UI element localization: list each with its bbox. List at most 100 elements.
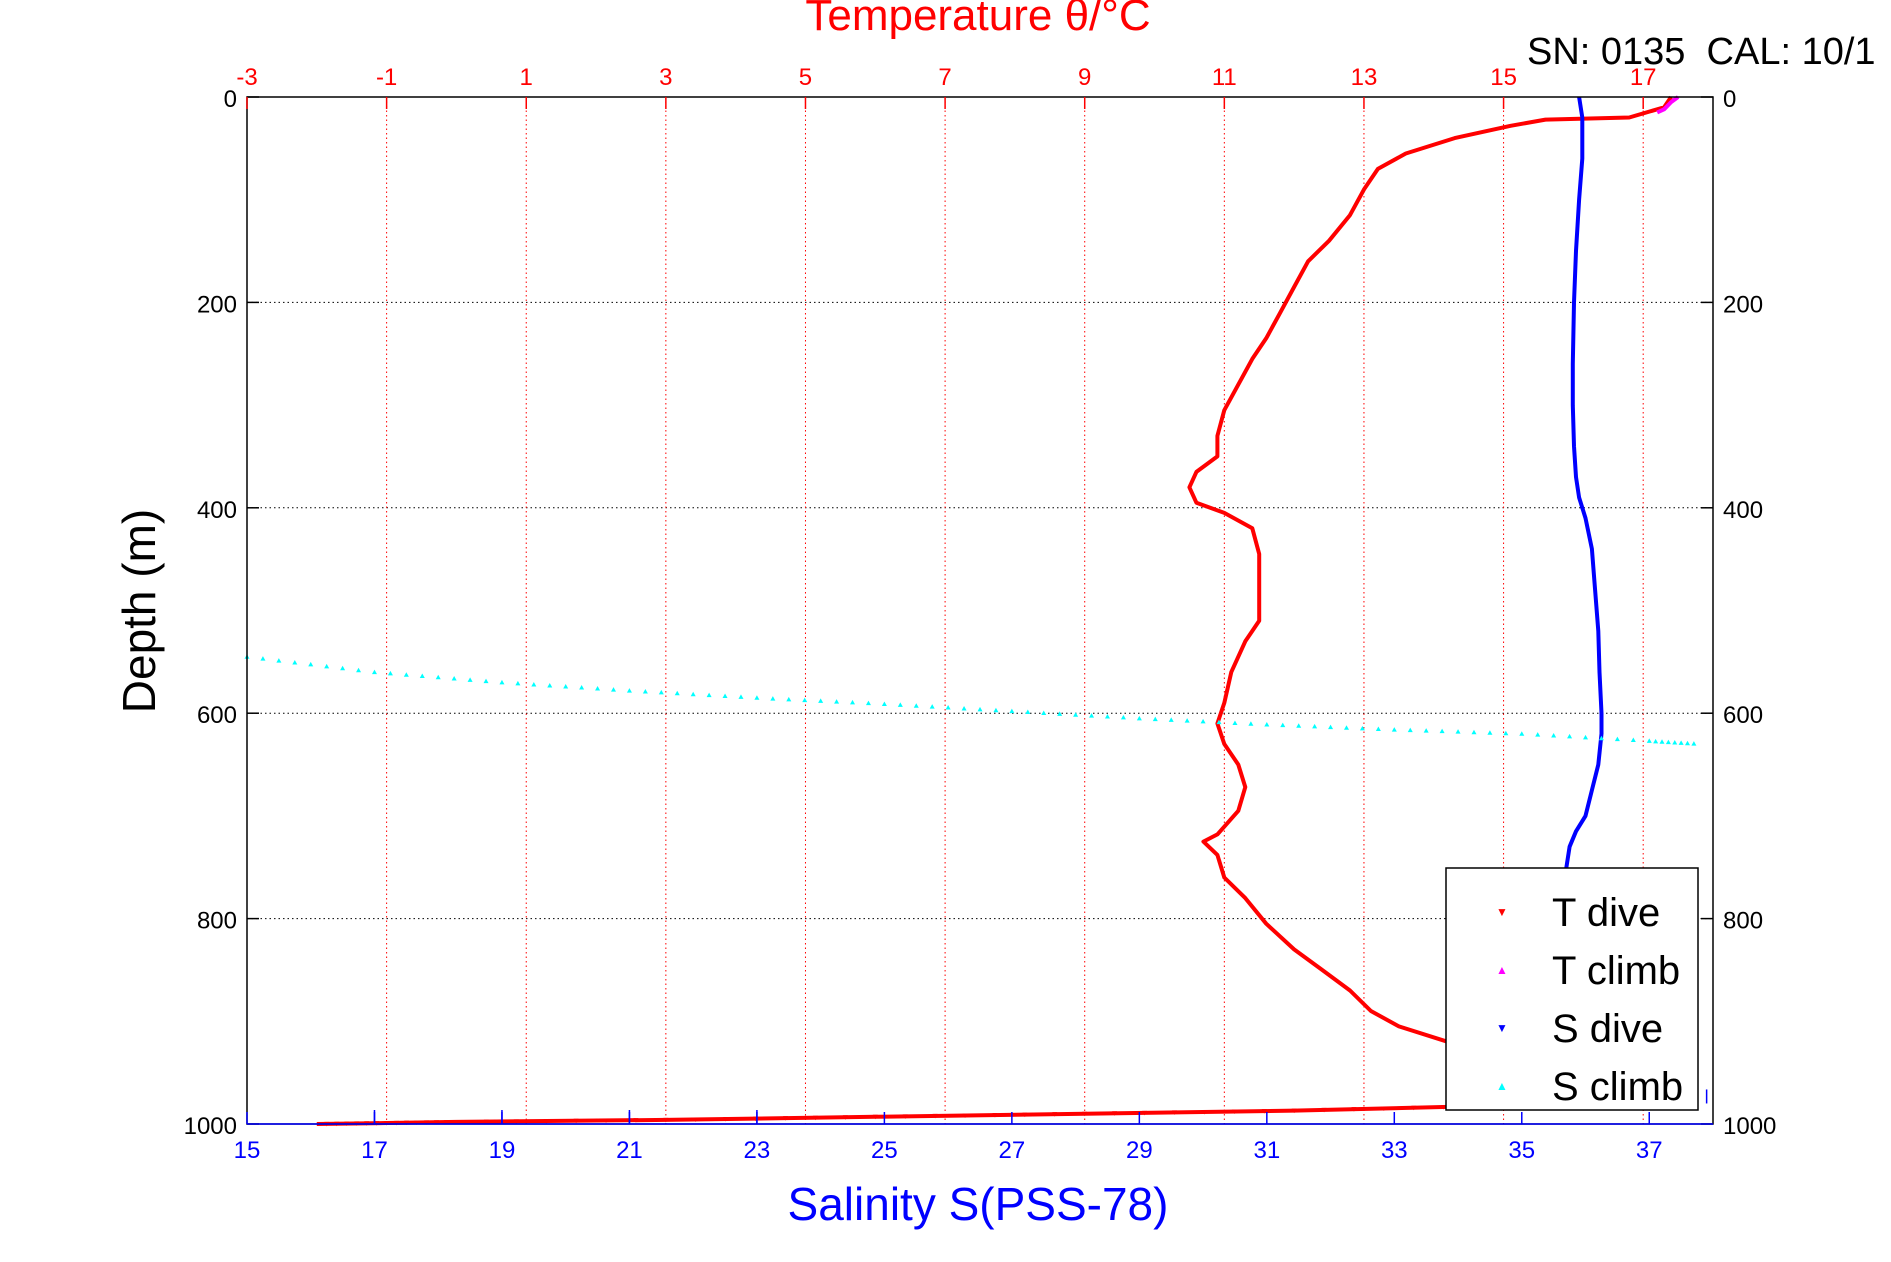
series-point: [872, 1114, 878, 1120]
top-tick-label: 11: [1212, 64, 1237, 91]
series-point: [611, 687, 616, 692]
series-point: [993, 707, 999, 713]
series-point: [1112, 1111, 1118, 1116]
series-point: [902, 1114, 908, 1119]
series-point: [723, 1117, 729, 1122]
series-point: [292, 659, 298, 665]
series-point: [961, 705, 967, 711]
legend-marker: ▼: [1496, 1021, 1508, 1035]
series-point: [783, 1116, 789, 1121]
series-point: [1136, 715, 1142, 721]
series-point: [802, 697, 808, 703]
series-point: [1375, 726, 1381, 731]
bottom-tick-label: 35: [1508, 1137, 1535, 1164]
series-point: [1678, 740, 1684, 745]
series-point: [403, 672, 409, 677]
series-point: [1598, 735, 1604, 741]
series-point: [1551, 733, 1557, 738]
series-point: [1691, 741, 1697, 746]
series-point: [1351, 1107, 1357, 1112]
series-point: [850, 699, 856, 705]
series-point: [1312, 723, 1318, 729]
top-tick-label: -1: [376, 64, 397, 91]
series-point: [1583, 734, 1589, 740]
series-point: [1280, 722, 1286, 728]
series-point: [932, 1113, 938, 1119]
series-point: [356, 667, 362, 673]
series-point: [433, 1120, 439, 1125]
series-point: [1296, 723, 1302, 728]
top-tick-label: 5: [799, 64, 812, 91]
series-point: [1391, 727, 1397, 732]
series-point: [371, 669, 377, 675]
series-point: [424, 1120, 430, 1125]
series-point: [483, 678, 489, 684]
series-point: [658, 689, 664, 695]
series-point: [563, 683, 569, 689]
series-point: [453, 1119, 459, 1125]
series-point: [1142, 1110, 1148, 1116]
serial-calibration-header: SN: 0135 CAL: 10/1: [1527, 31, 1876, 73]
series-point: [786, 696, 792, 702]
series-point: [1073, 712, 1079, 717]
series-point: [722, 693, 728, 698]
series-point: [1200, 718, 1206, 724]
series-point: [1672, 739, 1678, 745]
bottom-tick-label: 27: [999, 1137, 1026, 1164]
series-point: [394, 1120, 400, 1126]
series-point: [1321, 1107, 1327, 1113]
series-point: [1535, 732, 1541, 737]
series-point: [1041, 710, 1047, 715]
series-point: [992, 1113, 998, 1118]
series-point: [913, 703, 919, 708]
series-point: [842, 1115, 848, 1120]
series-point: [1025, 709, 1031, 715]
y-tick-label: 0: [224, 86, 237, 113]
legend-marker: ▼: [1496, 905, 1508, 919]
series-point: [633, 1118, 639, 1123]
series-line: [1563, 96, 1604, 888]
series-point: [1685, 740, 1691, 746]
y-tick-label: 800: [197, 908, 237, 935]
legend-label: T climb: [1552, 949, 1680, 993]
bottom-axis-label: Salinity S(PSS-78): [788, 1178, 1169, 1230]
series-point: [1057, 711, 1063, 716]
series-point: [1407, 727, 1413, 733]
series-point: [1216, 719, 1222, 725]
y-tick-label-right: 600: [1723, 702, 1763, 729]
series-point: [435, 674, 441, 680]
top-tick-label: 3: [659, 64, 672, 91]
series-point: [1231, 1109, 1237, 1115]
series-point: [1328, 724, 1334, 730]
series-point: [1423, 728, 1429, 733]
series-point: [834, 699, 840, 704]
y-tick-label-right: 1000: [1723, 1113, 1776, 1140]
legend-marker: ▲: [1496, 1079, 1508, 1093]
top-tick-label: 15: [1490, 64, 1517, 91]
legend-label: S dive: [1552, 1007, 1663, 1051]
series-point: [897, 702, 903, 707]
series-point: [260, 656, 266, 661]
bottom-tick-label: 25: [871, 1137, 898, 1164]
y-axis-label: Depth (m): [113, 509, 165, 713]
series-point: [1630, 737, 1636, 743]
series-point: [443, 1120, 449, 1125]
top-tick-label: 17: [1630, 64, 1657, 91]
series-point: [1120, 714, 1126, 720]
series-point: [706, 692, 712, 698]
series-t-climb: [1656, 95, 1680, 115]
series-line: [1656, 95, 1680, 115]
series-point: [387, 670, 393, 676]
series-point: [1441, 1104, 1447, 1110]
series-point: [603, 1118, 609, 1123]
top-tick-label: 13: [1351, 64, 1378, 91]
y-tick-label: 600: [197, 702, 237, 729]
series-point: [308, 661, 314, 667]
series-point: [414, 1120, 420, 1126]
series-point: [1614, 736, 1620, 742]
series-point: [1248, 721, 1254, 726]
series-point: [1184, 718, 1190, 723]
series-point: [1646, 738, 1652, 743]
